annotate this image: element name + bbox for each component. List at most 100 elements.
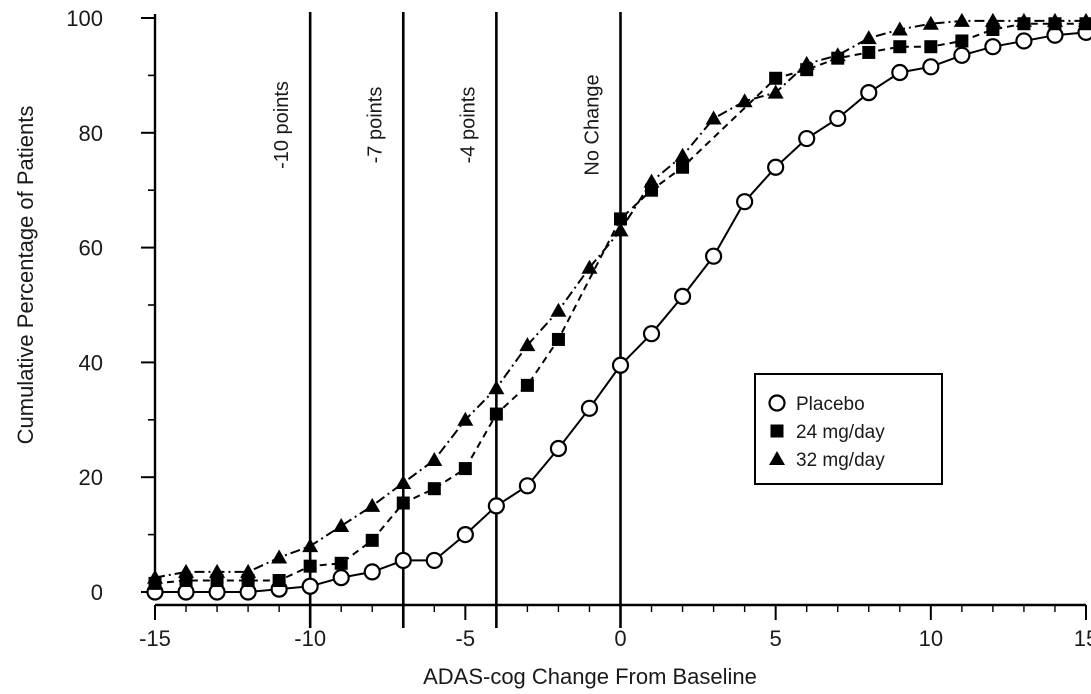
data-point — [365, 533, 379, 547]
y-axis-label: Cumulative Percentage of Patients — [13, 106, 38, 445]
data-point — [768, 394, 786, 412]
data-point — [396, 496, 410, 510]
data-point — [425, 551, 443, 570]
data-point — [770, 424, 784, 438]
data-point — [488, 380, 505, 395]
data-point — [580, 399, 599, 417]
data-point — [549, 439, 568, 458]
reference-line-label: No Change — [582, 74, 604, 175]
data-point — [924, 40, 938, 54]
y-tick-label: 100 — [66, 6, 103, 31]
data-point — [767, 158, 785, 176]
data-point — [1078, 12, 1091, 27]
data-point — [798, 55, 815, 70]
x-tick-label: 0 — [614, 626, 626, 651]
data-point — [860, 84, 878, 102]
data-point — [705, 110, 722, 125]
reference-line-label: -10 points — [271, 81, 293, 169]
data-point — [519, 337, 536, 352]
y-tick-label: 20 — [79, 465, 103, 490]
data-point — [767, 84, 784, 99]
data-point — [363, 563, 381, 581]
data-point — [1015, 12, 1032, 27]
data-point — [520, 378, 534, 392]
data-point — [487, 497, 505, 515]
data-point — [922, 15, 939, 30]
data-point — [769, 71, 783, 85]
y-tick-label: 40 — [79, 350, 103, 375]
data-point — [456, 525, 474, 544]
series-layer — [146, 12, 1091, 601]
x-tick-label: 5 — [770, 626, 782, 651]
data-point — [272, 574, 286, 588]
data-point — [891, 63, 909, 82]
data-point — [891, 21, 908, 36]
x-tick-label: -10 — [294, 626, 326, 651]
data-point — [209, 563, 226, 578]
reference-lines: -10 points -7 points -4 points No Change — [271, 12, 622, 628]
data-point — [395, 474, 412, 489]
y-tick-label: 0 — [91, 580, 103, 605]
data-point — [736, 93, 753, 108]
axes: 0 20 40 60 80 100 -15 -10 -5 0 5 10 15 — [66, 6, 1091, 651]
data-point — [334, 556, 348, 570]
data-point — [643, 173, 660, 188]
data-point — [427, 482, 441, 496]
data-point — [893, 40, 907, 54]
data-point — [240, 563, 257, 578]
data-point — [426, 451, 443, 466]
x-axis-label: ADAS-cog Change From Baseline — [423, 664, 757, 689]
data-point — [271, 549, 288, 564]
y-tick-label: 60 — [79, 236, 103, 261]
x-tick-label: 15 — [1074, 626, 1091, 651]
data-point — [550, 302, 567, 317]
data-point — [551, 332, 565, 346]
x-tick-label: -5 — [456, 626, 476, 651]
data-point — [302, 538, 319, 553]
data-point — [457, 411, 474, 426]
series-placebo — [146, 23, 1091, 601]
data-point — [704, 247, 723, 265]
series-32-mg-day — [147, 12, 1091, 584]
data-point — [953, 46, 971, 64]
data-point — [769, 451, 785, 465]
data-point — [581, 259, 598, 274]
data-point — [798, 129, 816, 148]
data-point — [518, 477, 537, 495]
data-point — [984, 12, 1001, 27]
data-point — [1015, 32, 1033, 50]
data-point — [922, 58, 940, 76]
data-point — [642, 325, 661, 343]
x-tick-label: 10 — [919, 626, 943, 651]
x-tick-label: -15 — [139, 626, 171, 651]
data-point — [612, 222, 629, 237]
legend-label: Placebo — [796, 394, 865, 415]
data-point — [364, 497, 381, 512]
data-point — [673, 287, 692, 305]
data-point — [489, 407, 503, 421]
data-point — [862, 45, 876, 59]
data-point — [333, 517, 350, 532]
data-point — [614, 212, 627, 226]
legend-label: 24 mg/day — [796, 422, 885, 443]
y-tick-label: 80 — [79, 121, 103, 146]
data-point — [676, 160, 690, 174]
data-point — [147, 569, 163, 584]
reference-line-label: -4 points — [457, 87, 479, 164]
legend-label: 32 mg/day — [796, 450, 885, 471]
data-point — [332, 569, 350, 587]
data-point — [736, 193, 754, 211]
data-point — [674, 147, 691, 162]
data-point — [1046, 12, 1063, 27]
legend-box — [754, 373, 943, 485]
data-point — [829, 109, 847, 128]
data-point — [303, 559, 317, 573]
data-point — [458, 462, 472, 476]
reference-line-label: -7 points — [364, 87, 386, 164]
data-point — [178, 563, 195, 578]
data-point — [611, 356, 630, 374]
series-24-mg-day — [148, 17, 1091, 590]
data-point — [829, 47, 846, 62]
data-point — [955, 34, 969, 48]
